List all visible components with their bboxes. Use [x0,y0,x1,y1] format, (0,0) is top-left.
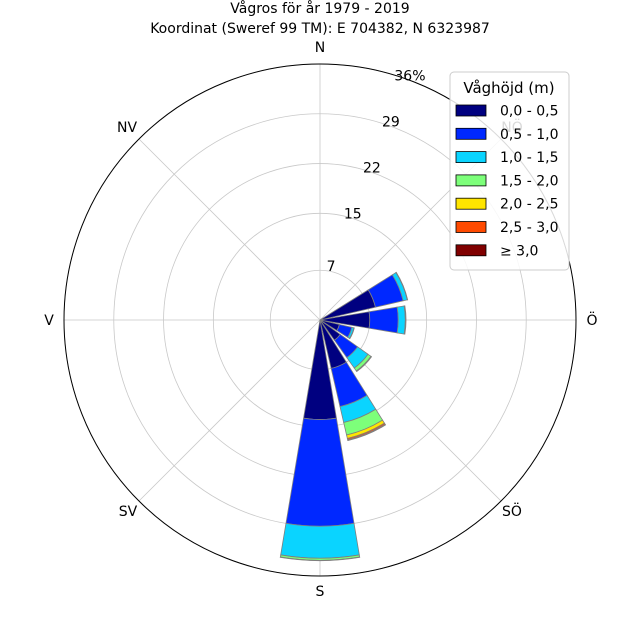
legend-swatch-0 [455,104,487,117]
chart-title: Vågros för år 1979 - 2019 [230,0,409,17]
legend-box [449,71,570,271]
legend-swatch-4 [455,197,487,210]
legend-label-1: 0,5 - 1,0 [500,127,558,143]
chart-subtitle: Koordinat (Sweref 99 TM): E 704382, N 63… [150,21,490,37]
legend-label-3: 1,5 - 2,0 [500,173,558,189]
legend-label-2: 1,0 - 1,5 [500,150,558,166]
radial-tick-labels: 7 15 22 29 36% [327,68,426,275]
sector-4-bin-6 [347,423,387,442]
sector-5-bin-2 [280,522,360,559]
direction-label-nw: NV [117,120,137,136]
sector-3-bin-4 [355,355,373,373]
legend-swatch-5 [455,221,487,233]
direction-label-sw: SV [119,504,138,520]
direction-label-w: V [44,313,54,329]
legend-label-5: 2,5 - 3,0 [500,220,558,236]
legend-swatch-1 [455,127,487,140]
radial-tick-0: 7 [327,259,336,275]
legend: Våghöjd (m) 0,0 - 0,5 0,5 - 1,0 1,0 - 1,5 1… [449,71,570,271]
grid-spoke-5 [138,319,321,502]
legend-label-6: ≥ 3,0 [500,243,538,259]
radial-tick-4: 36% [394,68,425,84]
legend-label-4: 2,0 - 2,5 [500,197,558,213]
legend-swatch-6 [455,244,487,257]
outer-circle [63,63,577,577]
sector-5-bin-1 [285,417,355,527]
legend-swatch-3 [455,174,487,187]
legend-swatch-2 [455,151,487,164]
rose-sectors [279,271,409,562]
sector-1-bin-1 [368,306,399,334]
grid-spoke-7 [138,138,321,321]
sector-0-bin-3 [395,271,409,301]
legend-title: Våghöjd (m) [463,79,554,97]
direction-label-e: Ö [586,311,597,329]
radial-tick-3: 29 [382,114,400,130]
direction-label-n: N [315,40,325,56]
radial-tick-1: 15 [344,206,362,222]
radial-tick-2: 22 [363,160,381,176]
sector-1-bin-2 [396,305,406,335]
sector-2-bin-3 [348,327,355,340]
sector-1-bin-3 [403,305,407,335]
direction-label-s: S [316,584,325,600]
direction-label-se: SÖ [502,502,522,520]
legend-label-0: 0,0 - 0,5 [500,104,558,120]
sector-5-bin-4 [279,556,361,562]
